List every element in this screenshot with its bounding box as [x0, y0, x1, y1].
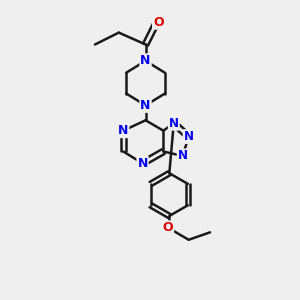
Text: O: O [163, 221, 173, 234]
Text: N: N [178, 149, 188, 162]
Text: N: N [184, 130, 194, 143]
Text: N: N [137, 157, 148, 170]
Text: N: N [118, 124, 128, 137]
Text: N: N [169, 117, 179, 130]
Text: N: N [140, 54, 151, 67]
Text: N: N [140, 99, 151, 112]
Text: O: O [153, 16, 164, 29]
